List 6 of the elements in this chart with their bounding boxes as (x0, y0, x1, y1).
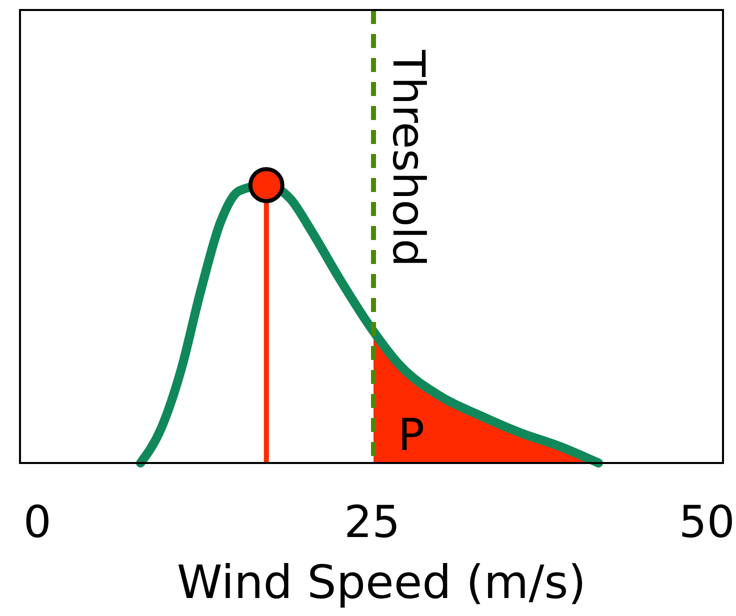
ref-line-label: Threshold (382, 49, 434, 267)
x-tick-label: 0 (23, 497, 52, 548)
x-axis-title: Wind Speed (m/s) (176, 555, 586, 609)
x-tick-label: 50 (678, 497, 735, 548)
annotation: P (398, 410, 425, 461)
x-tick-label: 25 (344, 497, 400, 548)
